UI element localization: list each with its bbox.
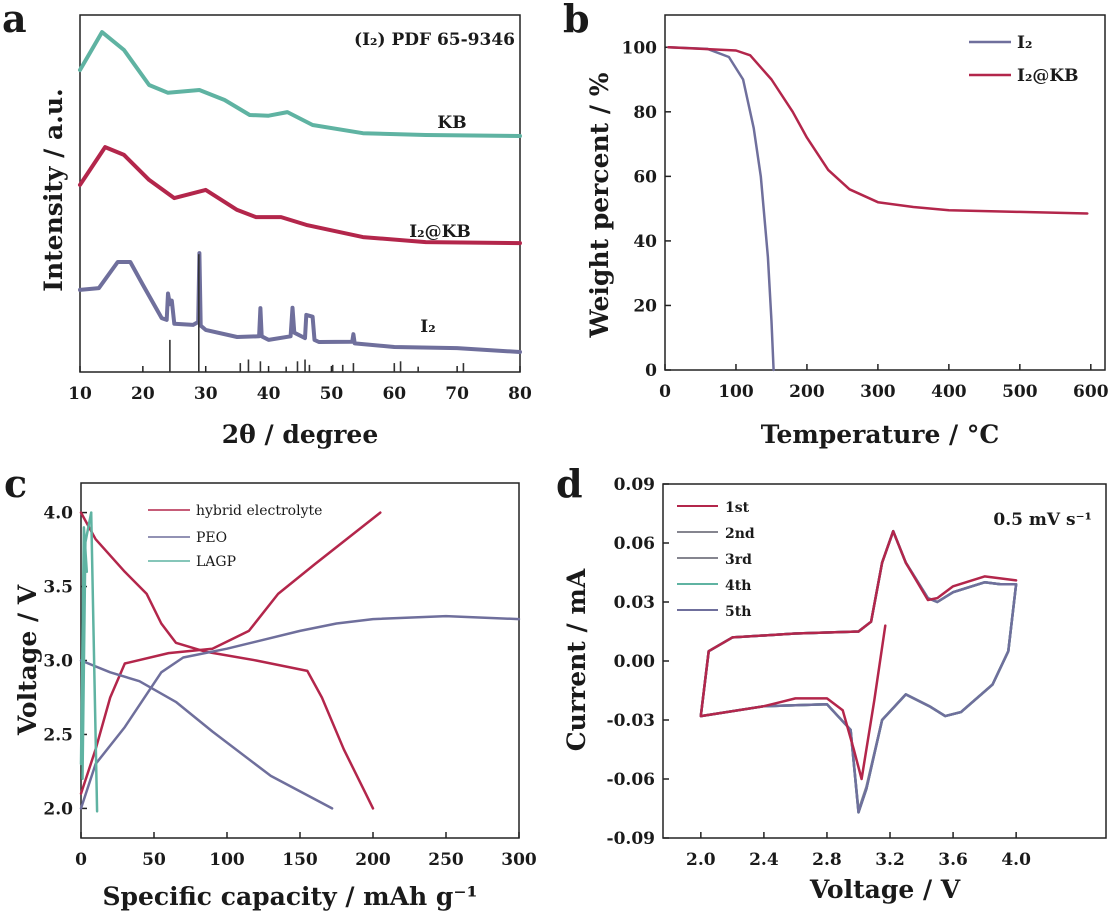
x-tick-label: 3.2 (875, 850, 905, 870)
legend-label: PEO (196, 530, 227, 546)
x-axis-label: Temperature / °C (761, 420, 1000, 449)
x-tick-label: 80 (508, 384, 532, 404)
legend-label: hybrid electrolyte (196, 503, 322, 519)
y-tick-label: 4.0 (43, 504, 73, 524)
y-tick-label: 3.0 (43, 652, 73, 672)
x-tick-label: 0 (659, 382, 671, 402)
plot-frame (79, 14, 521, 373)
x-axis-label: 2θ / degree (222, 420, 378, 449)
panel-a (78, 14, 522, 373)
y-tick-label: 0.09 (614, 475, 655, 495)
x-tick-label: 2.0 (686, 850, 716, 870)
x-tick-label: 600 (1073, 382, 1108, 402)
panel-d (662, 483, 1107, 839)
x-tick-label: 3.6 (938, 850, 968, 870)
panel-letter: a (2, 0, 27, 41)
series-hybrid-electrolyte-line (79, 511, 375, 810)
series-i--line (78, 251, 522, 354)
y-tick-label: 0 (645, 361, 657, 381)
x-tick-label: 100 (718, 382, 754, 402)
x-tick-label: 150 (282, 850, 318, 870)
y-axis-label: Voltage / V (13, 584, 42, 736)
legend-label: 2nd (725, 526, 755, 542)
legend-label: 4th (725, 578, 751, 594)
x-tick-label: 70 (445, 384, 469, 404)
y-axis-label: Current / mA (562, 568, 591, 751)
scan-rate-annotation: 0.5 mV s⁻¹ (993, 510, 1092, 530)
curve-label-i2kb: I₂@KB (409, 222, 471, 242)
y-tick-label: 100 (622, 38, 658, 58)
panel-letter: b (563, 0, 590, 41)
series-peo-line (79, 614, 521, 810)
series-i-kb-line (667, 46, 1089, 215)
x-tick-label: 300 (501, 850, 537, 870)
x-tick-label: 200 (355, 850, 391, 870)
series-i-kb-line (78, 145, 522, 246)
curve-label-kb: KB (437, 113, 466, 133)
plot-frame (664, 14, 1106, 371)
panel-letter: c (4, 461, 27, 506)
x-axis-label: Specific capacity / mAh g⁻¹ (102, 882, 477, 911)
series-lagp-line (79, 526, 89, 766)
y-tick-label: 60 (633, 167, 657, 187)
legend-label: I₂ (1017, 33, 1032, 53)
y-tick-label: -0.03 (607, 711, 655, 731)
x-tick-label: 100 (209, 850, 245, 870)
y-axis-label: Intensity / a.u. (39, 88, 68, 291)
series-lagp-line (89, 511, 99, 813)
curve-label-i2: I₂ (420, 317, 435, 337)
legend-label: I₂@KB (1017, 66, 1079, 86)
y-tick-label: 0.00 (614, 652, 656, 672)
x-tick-label: 500 (1002, 382, 1038, 402)
series-i--line (667, 46, 775, 372)
x-tick-label: 50 (320, 384, 344, 404)
panel-c (79, 482, 521, 839)
y-tick-label: -0.09 (607, 829, 655, 849)
panel-letter: d (556, 461, 583, 506)
x-tick-label: 40 (257, 384, 281, 404)
panel-b (664, 14, 1106, 372)
series-peo-line (79, 659, 334, 810)
y-tick-label: 80 (633, 103, 657, 123)
x-tick-label: 50 (142, 850, 166, 870)
x-tick-label: 4.0 (1001, 850, 1031, 870)
legend-label: 5th (725, 604, 751, 620)
y-tick-label: 20 (633, 296, 657, 316)
x-tick-label: 0 (75, 850, 87, 870)
x-tick-label: 60 (382, 384, 406, 404)
y-tick-label: 2.0 (43, 799, 73, 819)
legend-label: 3rd (725, 552, 752, 568)
x-tick-label: 200 (789, 382, 825, 402)
series-hybrid-electrolyte-line (79, 511, 382, 795)
x-tick-label: 300 (860, 382, 896, 402)
y-tick-label: 40 (633, 232, 657, 252)
y-tick-label: -0.06 (607, 770, 655, 790)
x-tick-label: 30 (194, 384, 218, 404)
plot-frame (80, 482, 520, 839)
series-1st-line (699, 529, 1018, 781)
y-tick-label: 0.03 (614, 593, 655, 613)
y-tick-label: 2.5 (43, 725, 73, 745)
x-tick-label: 250 (428, 850, 464, 870)
legend-label: LAGP (196, 554, 236, 570)
x-tick-label: 20 (131, 384, 155, 404)
x-tick-label: 10 (68, 384, 92, 404)
x-axis-label: Voltage / V (809, 875, 961, 904)
pdf-annotation: (I₂) PDF 65-9346 (354, 30, 515, 50)
y-axis-label: Weight percent / % (585, 72, 614, 338)
x-tick-label: 2.4 (749, 850, 779, 870)
y-tick-label: 0.06 (614, 534, 655, 554)
series-kb-line (78, 30, 522, 138)
y-tick-label: 3.5 (43, 578, 73, 598)
x-tick-label: 2.8 (812, 850, 842, 870)
legend-label: 1st (725, 500, 750, 516)
x-tick-label: 400 (931, 382, 967, 402)
